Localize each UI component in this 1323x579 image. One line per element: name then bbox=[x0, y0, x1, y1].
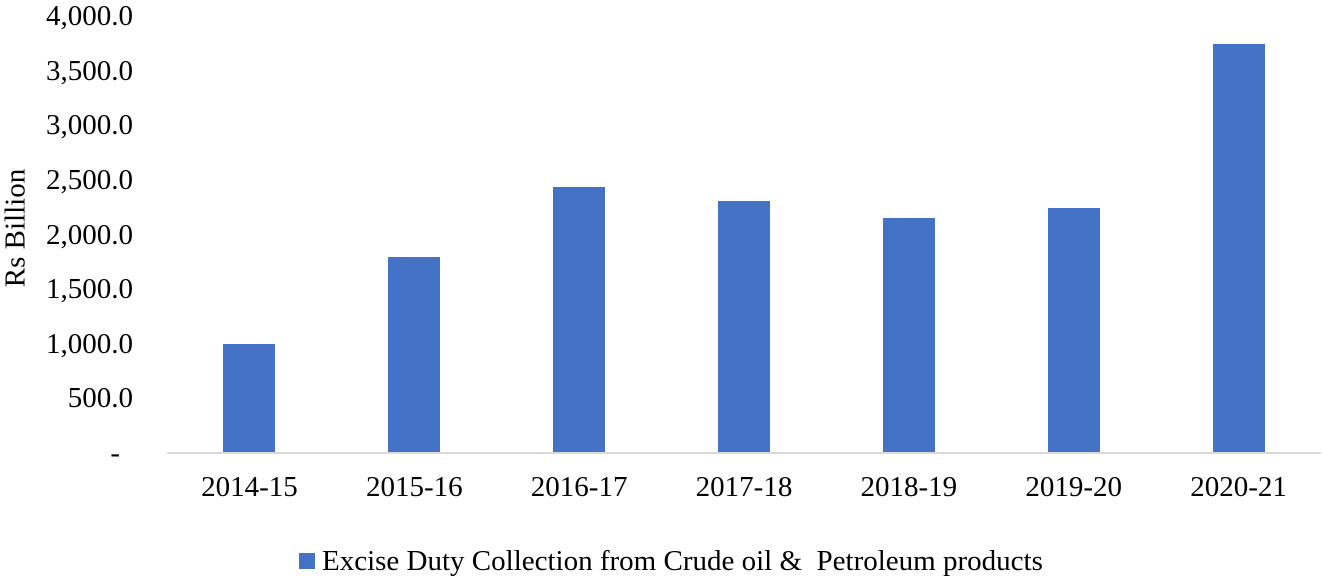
x-category-label: 2015-16 bbox=[365, 471, 463, 503]
x-category-label: 2018-19 bbox=[860, 471, 958, 503]
bar-2016-17 bbox=[553, 187, 606, 452]
y-tick-label: 500.0 bbox=[67, 382, 133, 415]
bar-2018-19 bbox=[882, 217, 935, 452]
y-axis-title: Rs Billion bbox=[0, 168, 32, 288]
y-tick-label: 1,500.0 bbox=[46, 273, 133, 306]
bar-2020-21 bbox=[1212, 44, 1265, 452]
y-tick-label: 2,000.0 bbox=[46, 218, 133, 251]
x-category-label: 2019-20 bbox=[1025, 471, 1123, 503]
y-tick-label: 4,000.0 bbox=[46, 0, 133, 32]
x-category-label: 2020-21 bbox=[1190, 471, 1287, 503]
x-axis-line bbox=[167, 452, 1321, 454]
y-tick-label: 1,000.0 bbox=[46, 327, 133, 360]
x-category-label: 2014-15 bbox=[201, 471, 298, 503]
legend-label: Excise Duty Collection from Crude oil & … bbox=[322, 545, 1043, 577]
bar-2015-16 bbox=[388, 256, 441, 452]
bar-2019-20 bbox=[1047, 208, 1100, 452]
y-tick-label: 2,500.0 bbox=[46, 163, 133, 196]
legend-square-icon bbox=[299, 553, 315, 569]
y-tick-label: - bbox=[110, 437, 120, 469]
chart-legend: Excise Duty Collection from Crude oil & … bbox=[299, 545, 1043, 577]
bar-2014-15 bbox=[223, 343, 276, 452]
y-tick-label: 3,000.0 bbox=[46, 109, 133, 142]
x-category-label: 2017-18 bbox=[695, 471, 793, 503]
y-tick-label: 3,500.0 bbox=[46, 54, 133, 87]
x-category-label: 2016-17 bbox=[530, 471, 628, 503]
bar-2017-18 bbox=[718, 201, 770, 452]
